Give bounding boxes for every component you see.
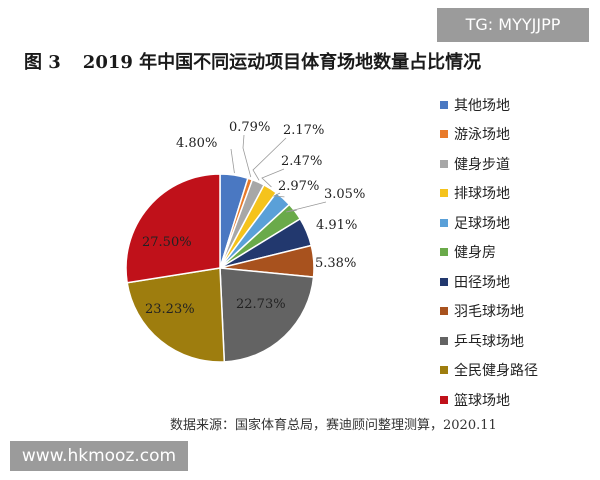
leader-line (230, 148, 235, 174)
legend-swatch (440, 307, 448, 316)
legend-item: 全民健身路径 (440, 356, 538, 386)
legend-label: 健身步道 (454, 156, 510, 173)
leader-line (272, 192, 285, 198)
legend-swatch (440, 130, 448, 139)
leader-line (285, 201, 327, 213)
slice-label: 2.97% (278, 179, 319, 194)
legend-label: 足球场地 (454, 215, 510, 232)
legend-label: 健身房 (454, 245, 496, 262)
legend-swatch (440, 366, 448, 375)
figure-number: 图 3 (24, 52, 61, 73)
chart-title-text: 2019 年中国不同运动项目体育场地数量占比情况 (82, 52, 482, 73)
legend-swatch (440, 218, 448, 227)
legend-swatch (440, 395, 448, 404)
legend-item: 田径场地 (440, 267, 538, 297)
slice-label: 22.73% (236, 297, 286, 312)
legend-item: 足球场地 (440, 208, 538, 238)
legend-item: 乒乓球场地 (440, 326, 538, 356)
pie-slice (126, 267, 226, 363)
leader-line (242, 134, 252, 178)
watermark-bottom: www.hkmooz.com (10, 441, 188, 471)
slice-label: 5.38% (315, 256, 356, 271)
legend-swatch (440, 277, 448, 286)
legend-swatch (440, 159, 448, 168)
slice-label: 27.50% (142, 235, 192, 250)
legend-item: 健身房 (440, 238, 538, 268)
leader-line (261, 168, 285, 188)
slice-label: 4.91% (316, 218, 357, 233)
legend-label: 田径场地 (454, 274, 510, 291)
legend-label: 乒乓球场地 (454, 333, 524, 350)
legend-item: 其他场地 (440, 90, 538, 120)
legend-swatch (440, 248, 448, 257)
legend-item: 健身步道 (440, 149, 538, 179)
watermark-top: TG: MYYJJPP (437, 8, 589, 42)
slice-label: 0.79% (229, 120, 270, 135)
legend-label: 全民健身路径 (454, 363, 538, 380)
chart-legend: 其他场地游泳场地健身步道排球场地足球场地健身房田径场地羽毛球场地乒乓球场地全民健… (440, 90, 538, 415)
chart-title: 图 3 2019 年中国不同运动项目体育场地数量占比情况 (24, 48, 481, 74)
legend-swatch (440, 336, 448, 345)
slice-label: 2.17% (283, 123, 324, 138)
slice-label: 2.47% (281, 154, 322, 169)
legend-item: 篮球场地 (440, 385, 538, 415)
legend-item: 游泳场地 (440, 120, 538, 150)
source-note: 数据来源：国家体育总局，赛迪顾问整理测算，2020.11 (170, 418, 497, 433)
slice-label: 23.23% (145, 302, 195, 317)
slice-label: 3.05% (324, 187, 365, 202)
legend-label: 羽毛球场地 (454, 304, 524, 321)
legend-swatch (440, 100, 448, 109)
legend-label: 篮球场地 (454, 392, 510, 409)
legend-label: 其他场地 (454, 97, 510, 114)
legend-item: 排球场地 (440, 179, 538, 209)
pie-slice (219, 267, 315, 363)
legend-label: 排球场地 (454, 186, 510, 203)
legend-label: 游泳场地 (454, 127, 510, 144)
pie-slice (125, 173, 221, 284)
slice-label: 4.80% (176, 136, 217, 151)
legend-item: 羽毛球场地 (440, 297, 538, 327)
leader-line (252, 137, 287, 181)
legend-swatch (440, 189, 448, 198)
